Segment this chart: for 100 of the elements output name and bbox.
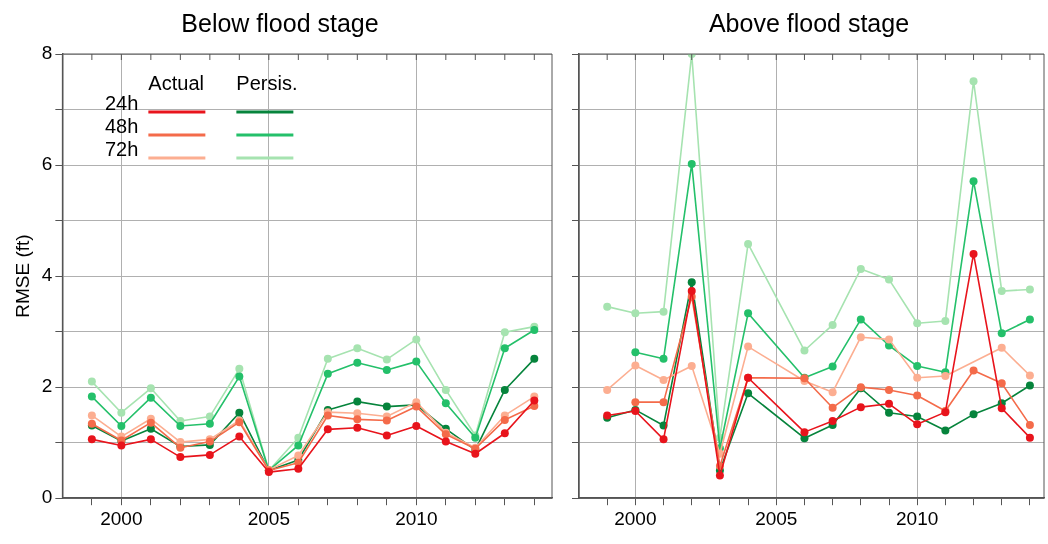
point (412, 422, 421, 431)
y-tick-label: 0 (41, 486, 53, 508)
point (382, 416, 391, 425)
point (856, 264, 865, 273)
point (235, 408, 244, 417)
point (913, 319, 922, 328)
point (471, 449, 480, 458)
point (744, 309, 753, 318)
point (412, 357, 421, 366)
point (382, 431, 391, 440)
point (117, 408, 126, 417)
point (205, 450, 214, 459)
x-tick-label: 2005 (755, 507, 798, 529)
point (412, 335, 421, 344)
legend-label: 72h (104, 137, 139, 160)
point (856, 403, 865, 412)
point (885, 275, 893, 284)
point (913, 420, 922, 429)
point (969, 77, 978, 86)
point (441, 385, 450, 394)
point (1025, 420, 1034, 429)
y-tick-label: 8 (41, 42, 53, 64)
point (885, 385, 893, 394)
point (828, 320, 837, 329)
point (969, 177, 978, 186)
point (323, 369, 332, 378)
point (744, 239, 753, 248)
point (205, 419, 214, 428)
point (176, 453, 185, 462)
point (500, 328, 509, 337)
point (353, 358, 362, 367)
point (631, 398, 640, 407)
point (687, 278, 696, 287)
point (87, 377, 96, 386)
point (715, 471, 724, 480)
point (997, 404, 1006, 413)
y-tick-label: 4 (41, 264, 53, 286)
point (441, 399, 450, 408)
point (87, 435, 96, 444)
point (1025, 285, 1034, 294)
point (235, 364, 244, 373)
point (997, 287, 1006, 296)
point (323, 354, 332, 363)
chart-title: Below flood stage (181, 8, 379, 37)
point (382, 355, 391, 364)
point (294, 464, 303, 473)
point (631, 309, 640, 318)
point (659, 375, 668, 384)
point (885, 408, 893, 417)
point (941, 372, 950, 381)
point (856, 333, 865, 342)
x-tick-label: 2010 (896, 507, 939, 529)
point (659, 307, 668, 316)
point (885, 335, 893, 344)
point (913, 362, 922, 371)
point (530, 354, 539, 363)
point (800, 346, 809, 355)
point (353, 397, 362, 406)
point (353, 415, 362, 424)
point (235, 372, 244, 381)
point (146, 418, 155, 427)
point (969, 410, 978, 419)
point (631, 348, 640, 357)
point (687, 287, 696, 296)
point (800, 428, 809, 437)
point (913, 391, 922, 400)
point (913, 412, 922, 421)
point (687, 362, 696, 371)
x-tick-label: 2005 (247, 507, 290, 529)
point (828, 362, 837, 371)
y-axis-title: RMSE (ft) (11, 234, 33, 318)
point (500, 385, 509, 394)
point (146, 384, 155, 393)
point (1025, 315, 1034, 324)
point (828, 403, 837, 412)
y-tick-label: 6 (41, 153, 53, 175)
point (856, 315, 865, 324)
annotation: Actual (148, 71, 204, 94)
point (294, 451, 303, 460)
x-tick-label: 2010 (395, 507, 438, 529)
point (828, 388, 837, 397)
point (500, 429, 509, 438)
point (603, 302, 612, 311)
annotation: Persis. (236, 71, 298, 94)
point (382, 365, 391, 374)
point (1025, 371, 1034, 380)
point (885, 399, 893, 408)
point (603, 385, 612, 394)
point (744, 389, 753, 398)
point (913, 373, 922, 382)
point (117, 441, 126, 450)
point (323, 425, 332, 434)
point (941, 426, 950, 435)
point (500, 344, 509, 353)
y-tick-label: 2 (41, 375, 53, 397)
point (1025, 381, 1034, 390)
point (530, 396, 539, 405)
point (997, 379, 1006, 388)
point (659, 354, 668, 363)
point (294, 441, 303, 450)
